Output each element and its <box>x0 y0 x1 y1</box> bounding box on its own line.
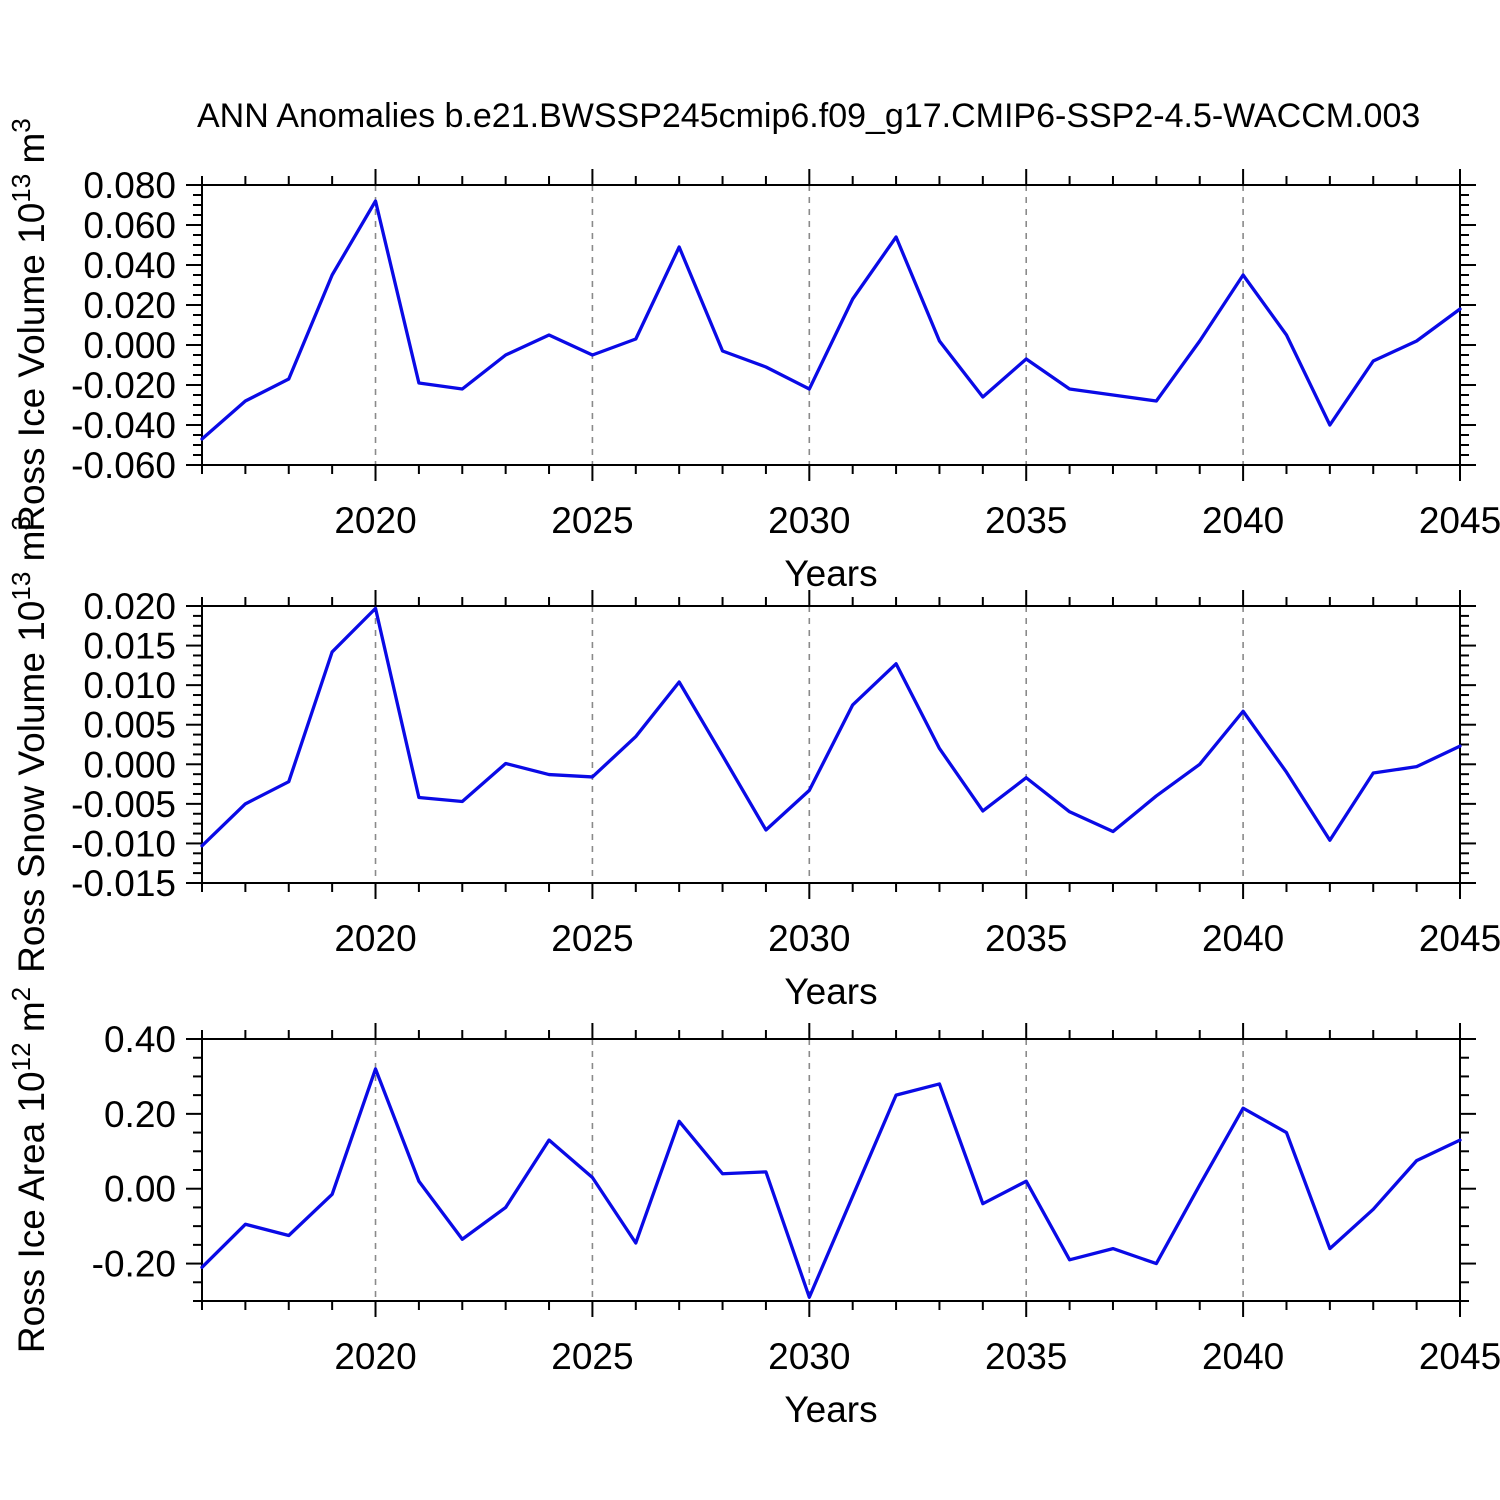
y-tick-label: 0.000 <box>83 744 176 785</box>
x-tick-label: 2035 <box>985 918 1067 959</box>
y-tick-label: 0.020 <box>83 285 176 326</box>
x-tick-label: 2040 <box>1202 1336 1284 1377</box>
y-axis-title: Ross Ice Area 1012 m2 <box>6 987 52 1353</box>
x-axis-title: Years <box>784 971 877 1012</box>
series-line-ross-snow-volume <box>200 606 1462 848</box>
y-tick-label: -0.060 <box>71 445 176 486</box>
y-tick-label: 0.010 <box>83 665 176 706</box>
y-tick-label: -0.010 <box>71 823 176 864</box>
x-tick-label: 2020 <box>334 918 416 959</box>
x-tick-label: 2045 <box>1419 918 1500 959</box>
x-tick-label: 2035 <box>985 500 1067 541</box>
y-tick-label: 0.015 <box>83 626 176 667</box>
y-tick-label: 0.020 <box>83 586 176 627</box>
x-tick-label: 2035 <box>985 1336 1067 1377</box>
x-tick-label: 2025 <box>551 1336 633 1377</box>
x-tick-label: 2020 <box>334 1336 416 1377</box>
y-tick-label: 0.080 <box>83 165 176 206</box>
plot-frame <box>201 1038 1461 1302</box>
y-axis-title: Ross Ice Volume 1013 m3 <box>6 118 52 532</box>
x-tick-label: 2030 <box>768 918 850 959</box>
y-tick-label: -0.015 <box>71 863 176 904</box>
x-tick-label: 2030 <box>768 500 850 541</box>
x-tick-label: 2020 <box>334 500 416 541</box>
series-line-ross-ice-volume <box>200 199 1462 441</box>
y-tick-label: 0.040 <box>83 245 176 286</box>
y-tick-label: -0.020 <box>71 365 176 406</box>
x-tick-label: 2045 <box>1419 500 1500 541</box>
y-tick-label: -0.20 <box>92 1244 176 1285</box>
x-axis-title: Years <box>784 553 877 594</box>
x-tick-label: 2025 <box>551 500 633 541</box>
y-tick-label: 0.20 <box>104 1094 176 1135</box>
y-tick-label: -0.040 <box>71 405 176 446</box>
x-axis-title: Years <box>784 1389 877 1430</box>
y-tick-label: -0.005 <box>71 784 176 825</box>
panel-ross-ice-volume: 2020 2025 2030 2035 2040 20450.0800.0600.0400… <box>6 118 1500 594</box>
y-axis-title: Ross Snow Volume 1013 m3 <box>6 516 52 973</box>
x-tick-label: 2045 <box>1419 1336 1500 1377</box>
y-tick-label: 0.005 <box>83 705 176 746</box>
panel-ross-ice-area: 2020 2025 2030 2035 2040 2045 0.40 0.20 0.00 -0.2… <box>6 987 1500 1430</box>
y-tick-label: 0.00 <box>104 1169 176 1210</box>
plot-frame <box>201 184 1461 466</box>
panel-ross-snow-volume: 2020 2025 2030 2035 2040 20450.0200.0150.0100… <box>6 516 1500 1012</box>
x-tick-label: 2025 <box>551 918 633 959</box>
x-tick-label: 2040 <box>1202 918 1284 959</box>
x-tick-label: 2040 <box>1202 500 1284 541</box>
chart-title: ANN Anomalies b.e21.BWSSP245cmip6.f09_g1… <box>197 97 1421 135</box>
y-tick-label: 0.40 <box>104 1019 176 1060</box>
series-line-ross-ice-area <box>200 1067 1462 1299</box>
x-tick-label: 2030 <box>768 1336 850 1377</box>
y-tick-label: 0.000 <box>83 325 176 366</box>
y-tick-label: 0.060 <box>83 205 176 246</box>
